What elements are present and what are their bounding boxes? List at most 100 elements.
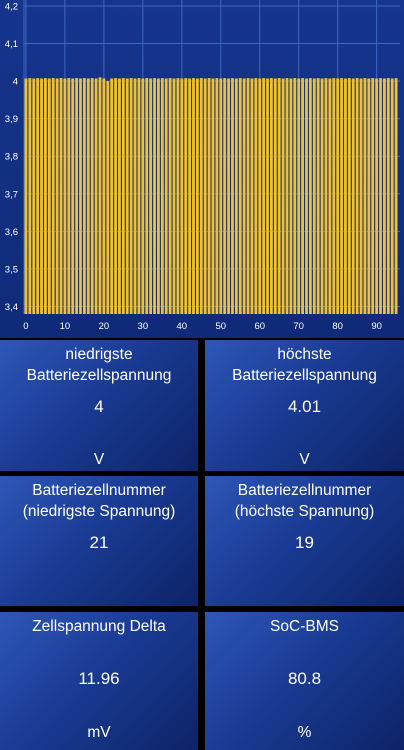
chart-bar xyxy=(266,78,269,315)
chart-bar xyxy=(270,78,273,315)
x-tick-label: 60 xyxy=(254,321,265,332)
chart-bar xyxy=(390,78,394,315)
chart-bar xyxy=(102,78,106,315)
tile-label: niedrigste Batteriezellspannung xyxy=(0,344,198,386)
chart-bar xyxy=(324,78,328,315)
chart-bar xyxy=(301,78,304,315)
tile-label: Zellspannung Delta xyxy=(0,616,198,637)
tile-label-line1: Batteriezellnummer xyxy=(237,482,372,499)
chart-bar xyxy=(363,78,367,315)
x-tick-label: 50 xyxy=(215,321,226,332)
tile-unit: V xyxy=(299,451,310,468)
chart-bar xyxy=(277,78,281,315)
cell-voltage-chart: 3,4 3,5 3,6 3,7 3,8 3,9 4 4,1 4,2 0 10 20 30 40 50 60 70… xyxy=(0,0,404,338)
tile-lowest-cell-number: Batteriezellnummer (niedrigste Spannung)… xyxy=(0,476,198,606)
chart-bar xyxy=(211,78,215,315)
chart-bar xyxy=(250,78,254,315)
chart-bar xyxy=(82,78,86,315)
chart-bar xyxy=(316,78,320,315)
tile-value: 11.96 xyxy=(78,669,120,688)
chart-bar xyxy=(67,78,71,315)
chart-bar xyxy=(160,78,164,315)
chart-bar xyxy=(227,78,230,315)
chart-bar xyxy=(75,78,79,315)
chart-bar xyxy=(168,78,172,315)
tile-label-line1: Batteriezellnummer xyxy=(32,482,166,499)
x-tick-label: 40 xyxy=(177,321,188,332)
chart-bar xyxy=(172,78,176,315)
chart-bar xyxy=(297,78,301,315)
chart-bar xyxy=(308,78,312,315)
chart-bar xyxy=(55,78,59,315)
tile-label: Batteriezellnummer (niedrigste Spannung) xyxy=(0,480,198,522)
chart-bar xyxy=(180,78,184,315)
chart-bar xyxy=(63,78,67,315)
chart-bar xyxy=(234,78,238,315)
chart-bar xyxy=(59,78,63,315)
chart-bar xyxy=(71,78,75,315)
chart-bar xyxy=(262,78,266,315)
chart-bar xyxy=(86,78,90,315)
chart-bar xyxy=(383,78,386,315)
tile-cell-voltage-delta: Zellspannung Delta 11.96 mV xyxy=(0,612,198,750)
chart-bar xyxy=(312,78,316,315)
chart-bar xyxy=(242,78,246,315)
tile-highest-cell-number: Batteriezellnummer (höchste Spannung) 19 xyxy=(205,476,404,606)
chart-bar xyxy=(118,78,121,315)
tile-label: Batteriezellnummer (höchste Spannung) xyxy=(205,480,404,522)
chart-bar xyxy=(79,78,82,315)
chart-bar xyxy=(47,78,51,315)
tile-label-line2: Batteriezellspannung xyxy=(232,367,377,384)
chart-bar xyxy=(359,78,363,315)
chart-bar xyxy=(367,78,371,315)
chart-bar xyxy=(121,78,125,315)
chart-bar xyxy=(285,78,289,315)
chart-bar xyxy=(133,78,137,315)
chart-bar xyxy=(219,78,223,315)
chart-bar xyxy=(184,78,188,315)
chart-bar xyxy=(231,78,234,315)
chart-bar xyxy=(344,78,347,315)
y-tick-label: 4 xyxy=(13,77,18,88)
chart-bar xyxy=(157,78,160,315)
y-tick-label: 3,7 xyxy=(5,189,18,200)
chart-bar xyxy=(246,78,250,315)
tile-lowest-cell-voltage: niedrigste Batteriezellspannung 4 V xyxy=(0,340,198,471)
chart-bar xyxy=(36,78,40,315)
y-tick-label: 4,1 xyxy=(5,39,18,50)
chart-bar xyxy=(289,78,293,315)
tile-label: höchste Batteriezellspannung xyxy=(205,344,404,386)
chart-bar xyxy=(94,78,98,315)
tile-value: 4 xyxy=(94,397,104,416)
y-tick-label: 3,9 xyxy=(5,114,18,125)
chart-bar xyxy=(281,78,285,315)
chart-bar xyxy=(114,78,117,315)
chart-bar xyxy=(106,81,110,314)
chart-bar xyxy=(98,77,102,315)
chart-bar xyxy=(51,78,55,315)
tile-label-line1: SoC-BMS xyxy=(270,618,339,635)
chart-bar xyxy=(129,78,133,315)
chart-bar xyxy=(394,78,398,315)
chart-bar xyxy=(199,78,203,315)
chart-bar xyxy=(332,78,336,315)
chart-bar xyxy=(24,78,28,315)
chart-bar xyxy=(90,78,94,315)
tile-label-line1: Zellspannung Delta xyxy=(32,618,166,635)
chart-bar xyxy=(110,78,114,315)
chart-bar xyxy=(207,78,211,315)
y-tick-label: 3,6 xyxy=(5,227,18,238)
chart-bar xyxy=(28,78,32,315)
tile-value: 80.8 xyxy=(287,669,322,688)
y-tick-label: 3,5 xyxy=(5,264,18,275)
chart-bar xyxy=(347,78,351,315)
chart-bar xyxy=(145,78,149,315)
x-tick-label: 0 xyxy=(23,321,28,332)
tile-label-line2: (höchste Spannung) xyxy=(234,503,375,520)
chart-bar xyxy=(153,78,156,315)
tile-unit: mV xyxy=(87,724,111,741)
y-tick-label: 3,4 xyxy=(5,302,18,313)
chart-bar xyxy=(203,78,207,315)
chart-bar xyxy=(188,78,191,315)
chart-bar xyxy=(40,78,43,315)
